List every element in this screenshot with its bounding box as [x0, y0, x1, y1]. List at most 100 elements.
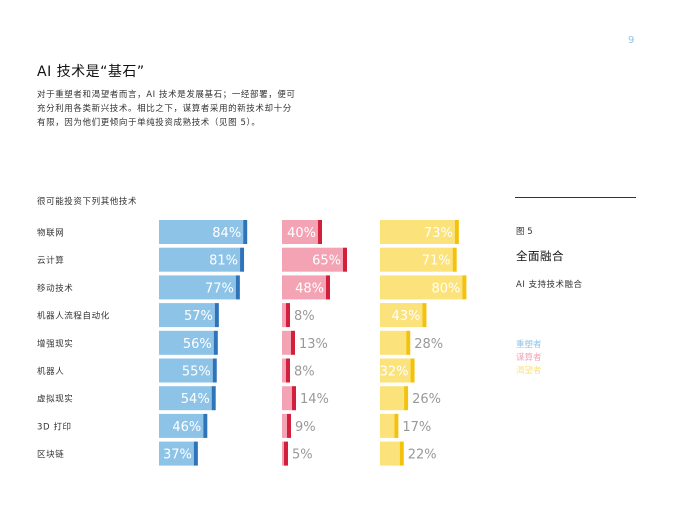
bar	[282, 220, 318, 244]
category-label: 机器人流程自动化	[37, 311, 110, 322]
bar	[380, 358, 411, 383]
data-label: 32%	[380, 365, 409, 380]
bar	[159, 330, 214, 355]
data-label: 22%	[408, 448, 437, 463]
category-label: 物联网	[37, 228, 64, 239]
bar	[282, 275, 326, 300]
bar-edge	[406, 330, 411, 355]
category-label: 移动技术	[37, 283, 73, 294]
bar-edge	[193, 441, 198, 466]
bar	[159, 413, 204, 438]
bar-edge	[292, 386, 296, 411]
data-label: 5%	[292, 448, 313, 463]
page-title: AI 技术是“基石”	[37, 64, 145, 80]
data-label: 9%	[295, 420, 316, 435]
bar	[282, 413, 287, 438]
figure-title: 全面融合	[516, 249, 564, 263]
bar-edge	[212, 358, 217, 383]
bar	[380, 220, 455, 244]
bar-edge	[211, 386, 216, 411]
data-label: 57%	[184, 309, 213, 324]
chart-section-label: 很可能投资下列其他技术	[37, 197, 138, 207]
bar-edge	[243, 220, 248, 244]
bar	[159, 275, 236, 300]
bar-edge	[394, 413, 399, 438]
data-label: 81%	[209, 254, 238, 269]
intro-line: 有限，因为他们更倾向于单纯投资成熟技术（见图 5）。	[37, 118, 261, 128]
data-label: 43%	[392, 309, 421, 324]
bar	[282, 247, 343, 272]
bar	[159, 303, 215, 328]
bar-edge	[410, 358, 415, 383]
bar-edge	[454, 220, 459, 244]
bar-edge	[286, 303, 290, 328]
data-label: 55%	[182, 365, 211, 380]
bar-edge	[452, 247, 457, 272]
bar	[380, 247, 453, 272]
data-label: 46%	[172, 420, 201, 435]
bar	[380, 441, 400, 466]
figure-subtitle: AI 支持技术融合	[516, 280, 583, 290]
data-label: 56%	[183, 337, 212, 352]
data-label: 14%	[300, 392, 329, 407]
data-label: 40%	[287, 226, 316, 241]
category-label: 区块链	[37, 449, 64, 460]
bar	[282, 441, 284, 466]
bar-edge	[404, 386, 409, 411]
bar	[282, 358, 286, 383]
intro-paragraph: 对于重塑者和渴望者而言，AI 技术是发展基石；一经部署，便可 充分利用各类新兴技…	[37, 88, 337, 130]
bar-edge	[284, 441, 288, 466]
bar	[159, 441, 194, 466]
data-label: 54%	[181, 392, 210, 407]
bar-edge	[462, 275, 467, 300]
data-label: 37%	[163, 448, 192, 463]
data-label: 71%	[422, 254, 451, 269]
data-label: 17%	[402, 420, 431, 435]
data-label: 13%	[299, 337, 328, 352]
bar-edge	[235, 275, 240, 300]
category-label: 虚拟现实	[37, 394, 73, 405]
category-label: 机器人	[37, 366, 64, 377]
bar	[282, 303, 286, 328]
bar-edge	[203, 413, 208, 438]
data-label: 48%	[295, 281, 324, 296]
data-label: 28%	[414, 337, 443, 352]
legend-item-strategists: 谋算者	[516, 353, 542, 363]
page-number: 9	[628, 35, 635, 46]
intro-line: 对于重塑者和渴望者而言，AI 技术是发展基石；一经部署，便可	[37, 90, 296, 100]
bar-edge	[291, 330, 295, 355]
bar-edge	[326, 275, 330, 300]
bar-edge	[318, 220, 322, 244]
data-label: 77%	[205, 281, 234, 296]
category-label: 云计算	[37, 255, 64, 266]
intro-line: 充分利用各类新兴技术。相比之下，谋算者采用的新技术却十分	[37, 104, 292, 114]
legend: 重塑者 谋算者 渴望者	[516, 339, 542, 378]
bar	[159, 386, 212, 411]
category-label: 3D 打印	[37, 421, 72, 432]
bar-edge	[343, 247, 347, 272]
bar	[380, 303, 423, 328]
bar	[159, 247, 241, 272]
bar-edge	[422, 303, 427, 328]
data-label: 65%	[312, 254, 341, 269]
bar-edge	[214, 303, 219, 328]
data-label: 84%	[212, 226, 241, 241]
legend-item-reinventors: 重塑者	[516, 340, 542, 350]
bar	[159, 220, 244, 244]
category-label: 增强现实	[37, 338, 73, 349]
bar-edge	[286, 358, 290, 383]
bar	[159, 358, 213, 383]
data-label: 8%	[294, 309, 315, 324]
divider-line	[515, 197, 636, 198]
bar	[380, 330, 407, 355]
figure-number: 图 5	[516, 227, 533, 237]
bar	[380, 413, 395, 438]
data-label: 26%	[412, 392, 441, 407]
bar	[282, 386, 292, 411]
data-label: 73%	[424, 226, 453, 241]
bar	[380, 386, 405, 411]
legend-item-aspirants: 渴望者	[516, 366, 542, 376]
bar	[282, 330, 291, 355]
bar-edge	[213, 330, 218, 355]
data-label: 80%	[431, 281, 460, 296]
